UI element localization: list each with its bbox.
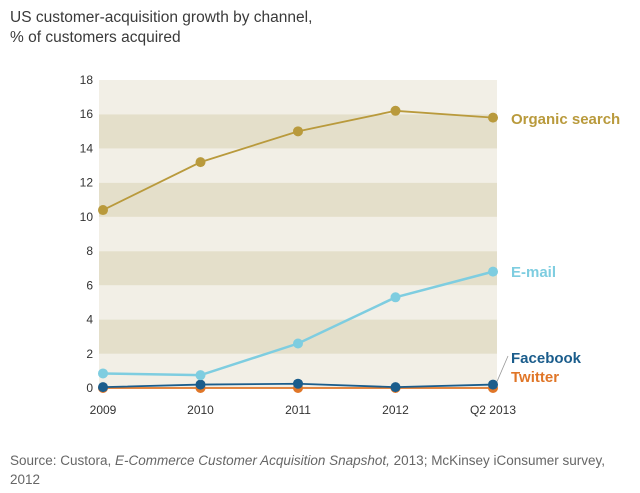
y-tick-label: 4 bbox=[86, 313, 93, 327]
source-note: Source: Custora, E-Commerce Customer Acq… bbox=[10, 451, 630, 489]
y-axis-tick-labels: 0 2 4 6 8 10 12 14 16 18 bbox=[80, 73, 94, 395]
x-tick-label: 2010 bbox=[187, 403, 214, 417]
y-tick-label: 2 bbox=[86, 347, 93, 361]
x-tick-label: 2011 bbox=[285, 403, 311, 417]
grid-band bbox=[99, 251, 497, 286]
series-label-e-mail: E-mail bbox=[511, 264, 556, 281]
data-point-organic-search bbox=[98, 205, 108, 216]
grid-band bbox=[99, 148, 497, 183]
data-point-organic-search bbox=[488, 112, 498, 123]
y-tick-label: 16 bbox=[80, 107, 94, 121]
series-labels: Organic search E-mail Facebook Twitter bbox=[496, 111, 620, 386]
data-point-e-mail bbox=[390, 292, 401, 303]
x-tick-label: 2012 bbox=[382, 403, 409, 417]
chart-title-line-1: US customer-acquisition growth by channe… bbox=[10, 9, 313, 26]
chart-title: US customer-acquisition growth by channe… bbox=[10, 8, 312, 48]
data-point-e-mail bbox=[293, 338, 303, 349]
data-point-organic-search bbox=[195, 157, 206, 168]
y-tick-label: 18 bbox=[80, 73, 94, 87]
grid-band bbox=[99, 182, 497, 217]
source-title: E-Commerce Customer Acquisition Snapshot… bbox=[115, 453, 390, 468]
data-point-facebook bbox=[293, 378, 303, 389]
series-label-facebook: Facebook bbox=[511, 350, 582, 367]
data-point-e-mail bbox=[488, 266, 498, 277]
chart-title-line-2: % of customers acquired bbox=[10, 29, 181, 46]
y-tick-label: 14 bbox=[80, 141, 94, 155]
grid-band bbox=[99, 319, 497, 354]
y-tick-label: 10 bbox=[80, 210, 94, 224]
x-tick-label: Q2 2013 bbox=[470, 403, 516, 417]
data-point-e-mail bbox=[195, 370, 206, 381]
data-point-facebook bbox=[390, 382, 401, 393]
y-tick-label: 6 bbox=[86, 278, 93, 292]
data-point-organic-search bbox=[293, 126, 303, 137]
series-label-twitter: Twitter bbox=[511, 369, 559, 386]
data-point-organic-search bbox=[390, 105, 401, 116]
y-tick-label: 8 bbox=[86, 244, 93, 258]
series-facebook bbox=[98, 378, 498, 393]
source-suffix: 2013; McKinsey iConsumer survey, 2012 bbox=[10, 453, 605, 487]
series-e-mail bbox=[98, 266, 498, 381]
data-point-facebook bbox=[195, 379, 206, 390]
grid-band bbox=[99, 216, 497, 252]
grid-band bbox=[99, 285, 497, 320]
x-tick-label: 2009 bbox=[90, 403, 117, 417]
data-point-facebook bbox=[98, 382, 108, 393]
source-prefix: Source: Custora, bbox=[10, 453, 116, 468]
series-organic-search bbox=[98, 105, 498, 216]
y-tick-label: 12 bbox=[80, 176, 94, 190]
y-tick-label: 0 bbox=[86, 381, 93, 395]
data-point-e-mail bbox=[98, 368, 108, 379]
series-label-organic-search: Organic search bbox=[511, 111, 620, 128]
leader-line-facebook bbox=[496, 355, 509, 382]
data-point-facebook bbox=[488, 379, 498, 390]
x-axis-tick-labels: 2009 2010 2011 2012 Q2 2013 bbox=[90, 403, 517, 417]
series-lines bbox=[98, 105, 498, 393]
grid-band bbox=[99, 80, 497, 115]
